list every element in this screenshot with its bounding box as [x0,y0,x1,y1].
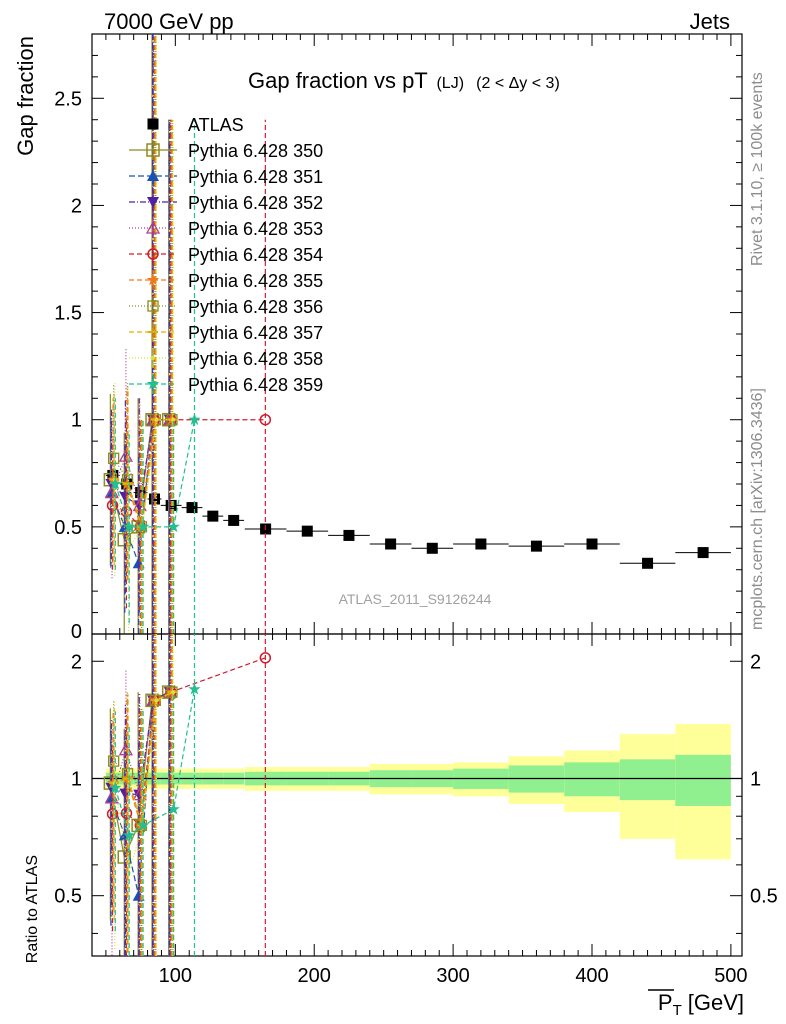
atlas-point [586,538,598,550]
legend-marker-atlas [147,118,159,130]
legend-marker [147,248,159,260]
x-tick-label: 300 [436,965,469,987]
mcplots-label: mcplots.cern.ch [arXiv:1306.3436] [749,388,766,630]
mc-point [167,520,180,533]
ratio-mc-point [188,682,201,695]
atlas-point [697,547,709,559]
x-axis-label-main: P [658,990,673,1015]
legend-marker [151,356,155,360]
atlas-point [301,525,313,537]
x-axis-label-sub: T [673,1002,682,1019]
analysis-watermark: ATLAS_2011_S9126244 [339,591,492,607]
ratio-mc-point [109,781,122,794]
atlas-point [642,557,654,569]
legend-marker [145,220,161,234]
ratio-y-tick-label-right: 0.5 [750,886,778,908]
ratio-mc-point [167,802,180,815]
mc-point [123,520,136,533]
chart-title-sub: (LJ) [436,75,464,92]
legend-marker [147,170,159,181]
legend-marker [146,143,160,157]
mc-point [119,491,132,503]
y-tick-label: 1 [71,410,82,432]
mc-point [109,477,122,490]
x-tick-label: 200 [298,965,331,987]
legend-label: Pythia 6.428 352 [188,193,323,213]
atlas-point [135,487,147,499]
ratio-mc-line [112,657,266,827]
ratio-mc-point [123,828,136,841]
atlas-point [207,510,219,522]
ratio-band-inner [564,762,620,797]
x-tick-label: 400 [575,965,608,987]
atlas-point [385,538,397,550]
ratio-y-tick-label-right: 1 [750,768,761,790]
ratio-band-inner [675,754,731,806]
legend-label-atlas: ATLAS [188,115,244,135]
atlas-point [475,538,487,550]
legend: ATLAS Pythia 6.428 350 Pythia 6.428 351 Pyt… [129,115,323,395]
x-tick-label: 100 [159,965,192,987]
legend-marker [147,300,159,312]
ratio-plot-layer: 100 200 300 400 500 0.5 0.5 1 1 2 2 [54,634,778,987]
legend-label: Pythia 6.428 353 [188,219,323,239]
header-right: Jets [690,9,730,34]
y-tick-label: 0.5 [54,517,82,539]
y-tick-label-zero: 0 [71,621,82,643]
legend-label: Pythia 6.428 357 [188,323,323,343]
x-tick-label: 500 [714,965,747,987]
chart-title: Gap fraction vs pT (LJ) (2 < Δy < 3) [248,68,560,93]
mc-point [259,413,272,426]
y-tick-label: 1.5 [54,303,82,325]
ratio-mc-point [136,818,150,831]
ratio-mc-point [171,690,176,695]
legend-marker [147,197,159,208]
mc-point [171,417,176,422]
ratio-mc-point [259,652,272,664]
legend-label: Pythia 6.428 354 [188,245,323,265]
ratio-mc-line [114,691,173,826]
chart-title-main: Gap fraction vs pT [248,68,427,93]
legend-marker [146,273,160,286]
ratio-y-axis-label: Ratio to ATLAS [24,855,41,963]
legend-label: Pythia 6.428 355 [188,271,323,291]
ratio-mc-point [154,698,159,703]
atlas-point [343,529,355,541]
legend-marker [146,377,160,390]
x-axis-label-unit: [GeV] [688,990,744,1015]
ratio-y-tick-label: 1 [71,768,82,790]
legend-label: Pythia 6.428 358 [188,349,323,369]
chart-title-cut: (2 < Δy < 3) [476,75,560,92]
legend-label: Pythia 6.428 356 [188,297,323,317]
ratio-y-tick-label: 2 [71,651,82,673]
mc-point [154,417,159,422]
rivet-label: Rivet 3.1.10, ≥ 100k events [749,72,766,266]
legend-label: Pythia 6.428 351 [188,167,323,187]
main-panel: 0.5 1 1.5 2 2.5 0 ATLAS Pythia 6.428 350 Pythia … [54,33,743,643]
atlas-point [228,514,240,526]
atlas-point [530,540,542,552]
y-tick-label: 2.5 [54,88,82,110]
ratio-mc-line [114,691,174,874]
main-plot-layer: 0.5 1 1.5 2 2.5 0 ATLAS Pythia 6.428 350 Pythia … [54,33,742,643]
y-tick-label: 2 [71,195,82,217]
atlas-point [426,542,438,554]
ratio-frame [91,633,743,957]
y-axis-label: Gap fraction [13,36,38,156]
atlas-point [186,502,198,514]
header-left: 7000 GeV pp [104,9,234,34]
ratio-panel: 100 200 300 400 500 0.5 0.5 1 1 2 2 [54,633,778,987]
ratio-y-tick-label-right: 2 [750,651,761,673]
ratio-y-tick-label: 0.5 [54,886,82,908]
legend-label: Pythia 6.428 350 [188,141,323,161]
ratio-band-inner [619,759,676,801]
legend-label: Pythia 6.428 359 [188,375,323,395]
mc-point [136,520,150,533]
atlas-point [149,493,160,505]
x-axis-label: PT [GeV] [658,990,744,1019]
mc-point [188,413,201,425]
